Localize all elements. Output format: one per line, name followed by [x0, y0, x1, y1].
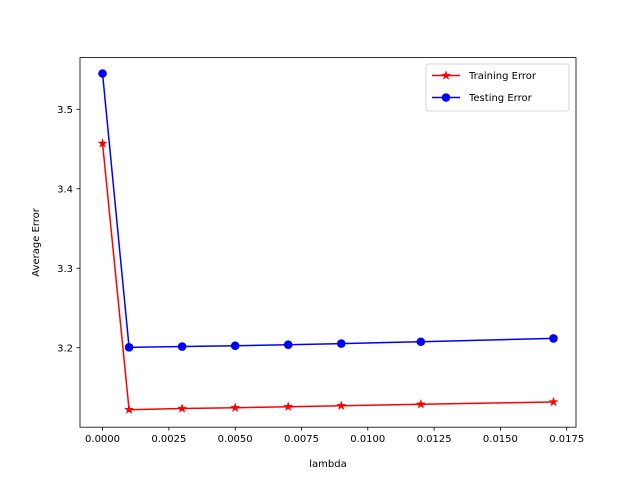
x-tick-label: 0.0150 — [483, 434, 518, 445]
x-tick-label: 0.0075 — [284, 434, 319, 445]
data-point-training — [97, 138, 108, 148]
data-point-training — [415, 398, 426, 409]
data-point-testing — [416, 337, 426, 347]
data-point-testing — [230, 341, 240, 351]
data-point-training — [548, 396, 559, 407]
y-tick-label: 3.4 — [57, 184, 73, 195]
y-axis-label: Average Error — [31, 207, 42, 277]
x-tick-label: 0.0175 — [549, 434, 584, 445]
data-point-training — [176, 403, 188, 413]
legend-box — [425, 63, 570, 112]
data-point-testing — [549, 334, 558, 343]
y-axis-ticks: 3.2 3.3 3.4 3.5 — [57, 105, 80, 354]
x-tick-label: 0.0125 — [417, 434, 452, 445]
series-line-testing — [101, 73, 554, 349]
y-tick-label: 3.2 — [57, 343, 73, 354]
legend-label: Testing Error — [468, 93, 533, 104]
data-point-training — [230, 402, 241, 413]
x-tick-label: 0.0000 — [85, 434, 120, 445]
series-layer — [97, 69, 559, 415]
x-axis-label: lambda — [309, 459, 346, 470]
data-point-training — [123, 404, 135, 415]
legend: Training Error Testing Error — [425, 63, 570, 112]
data-point-testing — [124, 343, 134, 352]
data-point-training — [283, 401, 294, 412]
legend-label: Training Error — [468, 71, 537, 82]
legend-swatch-marker — [441, 93, 451, 102]
x-axis-ticks: 0.0000 0.0025 0.0050 0.0075 0.0100 0.0125 0.01… — [85, 427, 584, 445]
data-point-testing — [177, 342, 187, 351]
data-point-testing — [283, 340, 293, 349]
series-line-training — [101, 143, 554, 411]
data-point-testing — [336, 339, 346, 348]
plot-frame — [79, 57, 577, 428]
data-point-testing — [98, 69, 107, 78]
y-tick-label: 3.5 — [57, 105, 73, 116]
x-tick-label: 0.0025 — [151, 434, 186, 445]
y-tick-label: 3.3 — [57, 264, 73, 275]
legend-swatch-marker — [440, 70, 452, 80]
x-tick-label: 0.0050 — [218, 434, 253, 445]
data-point-training — [336, 400, 347, 411]
x-tick-label: 0.0100 — [350, 434, 385, 445]
